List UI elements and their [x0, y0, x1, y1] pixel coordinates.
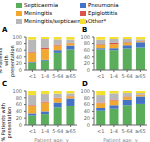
svg-text:60: 60 — [16, 47, 22, 53]
svg-text:40: 40 — [16, 54, 22, 60]
html-text:C: C — [2, 80, 8, 88]
html-text:D: D — [82, 80, 88, 88]
svg-text:20: 20 — [84, 60, 90, 66]
html-text:Meningitis: Meningitis — [24, 10, 53, 16]
html-text:A: A — [2, 26, 8, 34]
svg-text:80: 80 — [16, 40, 22, 46]
svg-text:Patient age, y: Patient age, y — [103, 137, 137, 142]
svg-text:100: 100 — [80, 34, 90, 40]
svg-text:1-4: 1-4 — [41, 128, 49, 134]
svg-text:60: 60 — [16, 101, 22, 107]
svg-text:≥65: ≥65 — [135, 128, 142, 134]
svg-text:100: 100 — [12, 88, 22, 94]
svg-text:≥65: ≥65 — [65, 128, 76, 134]
svg-text:5-64: 5-64 — [121, 73, 132, 79]
svg-text:80: 80 — [84, 40, 90, 46]
svg-text:5-64: 5-64 — [52, 73, 63, 79]
svg-text:Patient age, y: Patient age, y — [34, 137, 68, 142]
svg-text:80: 80 — [84, 95, 90, 101]
svg-text:≥65: ≥65 — [65, 73, 76, 79]
svg-text:20: 20 — [16, 60, 22, 66]
svg-text:<1: <1 — [29, 128, 36, 134]
svg-text:40: 40 — [84, 108, 90, 114]
html-text:Epiglottitis: Epiglottitis — [88, 10, 118, 16]
svg-text:0: 0 — [19, 122, 22, 128]
svg-text:0: 0 — [87, 67, 90, 73]
svg-text:40: 40 — [16, 108, 22, 114]
html-text:% Patients with presentation: % Patients with presentation — [0, 102, 12, 142]
svg-text:<1: <1 — [97, 73, 104, 79]
html-text:Meningitis/septicaemia Other*: Meningitis/septicaemia Other* — [24, 18, 107, 24]
svg-text:80: 80 — [16, 95, 22, 101]
svg-text:5-64: 5-64 — [121, 128, 132, 134]
html-text:Septicaemia: Septicaemia — [24, 2, 59, 8]
svg-text:0: 0 — [19, 67, 22, 73]
svg-text:5-64: 5-64 — [52, 128, 63, 134]
svg-text:40: 40 — [84, 54, 90, 60]
svg-text:20: 20 — [16, 115, 22, 121]
svg-text:1-4: 1-4 — [110, 73, 118, 79]
svg-text:0: 0 — [87, 122, 90, 128]
html-text:Pneumonia: Pneumonia — [88, 2, 119, 8]
svg-text:60: 60 — [84, 101, 90, 107]
html-text:B: B — [82, 26, 88, 34]
svg-text:<1: <1 — [97, 128, 104, 134]
svg-text:1-4: 1-4 — [41, 73, 49, 79]
svg-text:<1: <1 — [29, 73, 36, 79]
svg-text:60: 60 — [84, 47, 90, 53]
svg-text:100: 100 — [80, 88, 90, 94]
svg-text:100: 100 — [12, 34, 22, 40]
svg-text:1-4: 1-4 — [110, 128, 118, 134]
svg-text:≥65: ≥65 — [135, 73, 142, 79]
svg-text:20: 20 — [84, 115, 90, 121]
